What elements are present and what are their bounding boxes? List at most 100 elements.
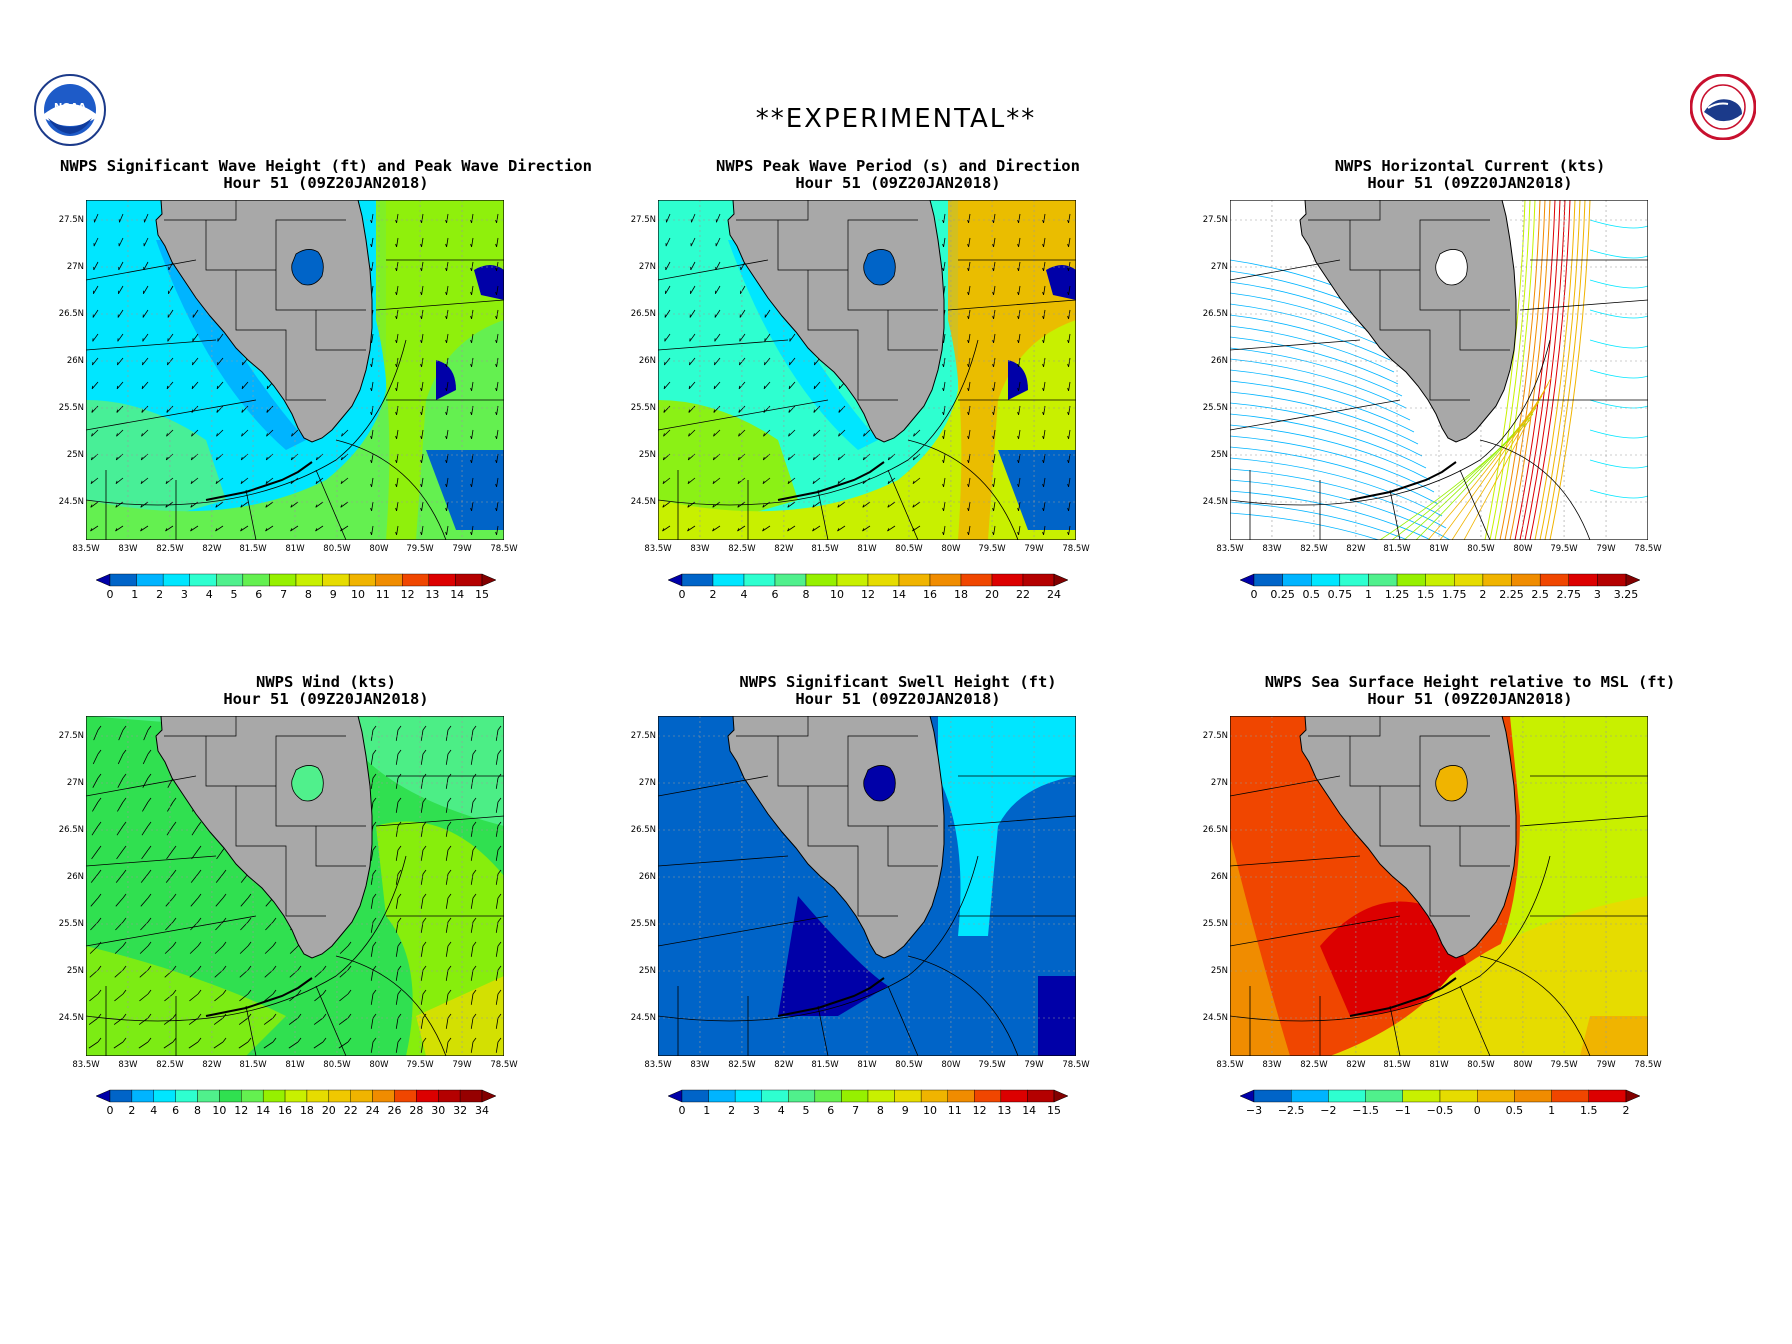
colorbar-tick: 0.5 (1302, 588, 1320, 601)
panel-title-line: NWPS Peak Wave Period (s) and Direction (716, 157, 1080, 175)
lon-tick-label: 82W (1346, 1060, 1366, 1070)
colorbar-tick: 2 (1622, 1104, 1630, 1117)
colorbar-tick: 9 (329, 588, 337, 601)
colorbar-tick: 8 (304, 588, 312, 601)
lon-tick-label: 80W (369, 1060, 389, 1070)
lat-tick-label: 25.5N (1202, 403, 1228, 413)
panel-wave-height: NWPS Significant Wave Height (ft) and Pe… (56, 158, 596, 658)
colorbar-tick: 0 (1473, 1104, 1481, 1117)
lat-tick-label: 26.5N (1202, 309, 1228, 319)
lon-tick-label: 79.5W (406, 1060, 434, 1070)
colorbar-wave-period (667, 573, 1069, 587)
panel-title-line: NWPS Wind (kts) (256, 673, 396, 691)
panel-subtitle: Hour 51 (09Z20JAN2018) (1367, 690, 1573, 708)
lat-tick-label: 25N (1210, 450, 1228, 460)
map-ssh (1230, 716, 1648, 1056)
colorbar-tick: −1.5 (1352, 1104, 1379, 1117)
lon-tick-label: 81W (285, 544, 305, 554)
panel-title: NWPS Horizontal Current (kts) Hour 51 (09… (1200, 158, 1740, 192)
lon-tick-label: 79W (452, 1060, 472, 1070)
lon-tick-label: 82.5W (728, 544, 756, 554)
lon-tick-label: 79.5W (978, 1060, 1006, 1070)
colorbar-tick: 2 (128, 1104, 136, 1117)
lon-tick-label: 83W (118, 544, 138, 554)
lon-tick-label: 82.5W (156, 544, 184, 554)
lat-tick-label: 26N (66, 356, 84, 366)
colorbar-tick: 1 (1548, 1104, 1556, 1117)
colorbar-tick: 18 (299, 1104, 314, 1117)
colorbar-tick: 0 (678, 588, 686, 601)
lon-tick-label: 78.5W (490, 1060, 518, 1070)
panel-subtitle: Hour 51 (09Z20JAN2018) (795, 690, 1001, 708)
colorbar-tick: 12 (400, 588, 415, 601)
colorbar-tick: 15 (1047, 1104, 1061, 1117)
colorbar-tick: 20 (985, 588, 999, 601)
colorbar-tick: 2.75 (1556, 588, 1582, 601)
panel-subtitle: Hour 51 (09Z20JAN2018) (1367, 174, 1573, 192)
colorbar-tick: 4 (205, 588, 213, 601)
colorbar-tick: 14 (1022, 1104, 1037, 1117)
lat-tick-label: 26N (638, 872, 656, 882)
colorbar-tick: 0.25 (1270, 588, 1295, 601)
lon-tick-label: 82W (774, 544, 794, 554)
colorbar-tick: −0.5 (1426, 1104, 1454, 1117)
colorbar-tick: 0 (1250, 588, 1258, 601)
lon-tick-label: 81.5W (811, 544, 839, 554)
colorbar-tick: 2 (156, 588, 164, 601)
colorbar-tick: −2.5 (1277, 1104, 1305, 1117)
colorbar-tick: 3 (180, 588, 188, 601)
colorbar-tick: 13 (997, 1104, 1012, 1117)
lon-tick-label: 81W (1429, 1060, 1449, 1070)
lat-tick-label: 27.5N (630, 215, 656, 225)
colorbar-tick: 8 (876, 1104, 884, 1117)
lat-tick-label: 24.5N (1202, 497, 1228, 507)
lat-tick-label: 27N (1210, 778, 1228, 788)
colorbar-tick: 12 (234, 1104, 249, 1117)
colorbar-tick: 2 (709, 588, 717, 601)
colorbar-tick: 14 (256, 1104, 271, 1117)
lon-tick-label: 83.5W (1216, 544, 1244, 554)
lon-tick-label: 81W (1429, 544, 1449, 554)
colorbar-wave-height (95, 573, 497, 587)
map-swell (658, 716, 1076, 1056)
lon-tick-label: 83W (690, 1060, 710, 1070)
lat-tick-label: 27.5N (58, 731, 84, 741)
panel-title-line: NWPS Significant Wave Height (ft) and Pe… (60, 157, 592, 175)
lat-tick-label: 24.5N (630, 497, 656, 507)
colorbar-tick: 22 (343, 1104, 358, 1117)
colorbar-tick: 3 (1593, 588, 1601, 601)
lat-tick-label: 27N (66, 262, 84, 272)
lon-tick-label: 81.5W (239, 1060, 267, 1070)
colorbar-wind (95, 1089, 497, 1103)
colorbar-tick: 0.75 (1327, 588, 1353, 601)
panel-title: NWPS Sea Surface Height relative to MSL … (1200, 674, 1740, 708)
colorbar-tick: 1.5 (1416, 588, 1435, 601)
experimental-banner: **EXPERIMENTAL** (755, 104, 1037, 134)
lat-tick-label: 24.5N (630, 1013, 656, 1023)
colorbar-tick: 22 (1016, 588, 1030, 601)
colorbar-tick: −1 (1394, 1104, 1411, 1117)
lat-tick-label: 25.5N (58, 919, 84, 929)
lat-tick-label: 25N (638, 450, 656, 460)
panel-subtitle: Hour 51 (09Z20JAN2018) (795, 174, 1001, 192)
lat-tick-label: 26.5N (1202, 825, 1228, 835)
panel-title: NWPS Wind (kts) Hour 51 (09Z20JAN2018) (56, 674, 596, 708)
colorbar-tick: 2.25 (1499, 588, 1524, 601)
panel-title: NWPS Significant Wave Height (ft) and Pe… (56, 158, 596, 192)
lat-tick-label: 26.5N (630, 825, 656, 835)
colorbar-tick: 20 (321, 1104, 336, 1117)
lon-tick-label: 82.5W (1300, 1060, 1328, 1070)
lon-tick-label: 79.5W (406, 544, 434, 554)
colorbar-tick: 30 (431, 1104, 446, 1117)
lon-tick-label: 79W (1024, 1060, 1044, 1070)
panel-ssh: NWPS Sea Surface Height relative to MSL … (1200, 674, 1740, 1174)
lat-tick-label: 26N (66, 872, 84, 882)
colorbar-tick: 4 (740, 588, 748, 601)
colorbar-tick: 3 (752, 1104, 760, 1117)
colorbar-tick: 7 (852, 1104, 860, 1117)
lon-tick-label: 83W (690, 544, 710, 554)
colorbar-tick: 10 (351, 588, 365, 601)
colorbar-tick: 10 (212, 1104, 227, 1117)
lon-tick-label: 78.5W (1062, 1060, 1090, 1070)
colorbar-tick: 34 (475, 1104, 489, 1117)
